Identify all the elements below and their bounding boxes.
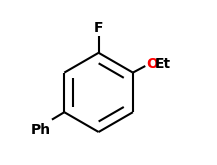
Text: Et: Et — [154, 57, 171, 71]
Text: Ph: Ph — [31, 123, 51, 137]
Text: O: O — [146, 57, 158, 71]
Text: F: F — [94, 21, 103, 35]
